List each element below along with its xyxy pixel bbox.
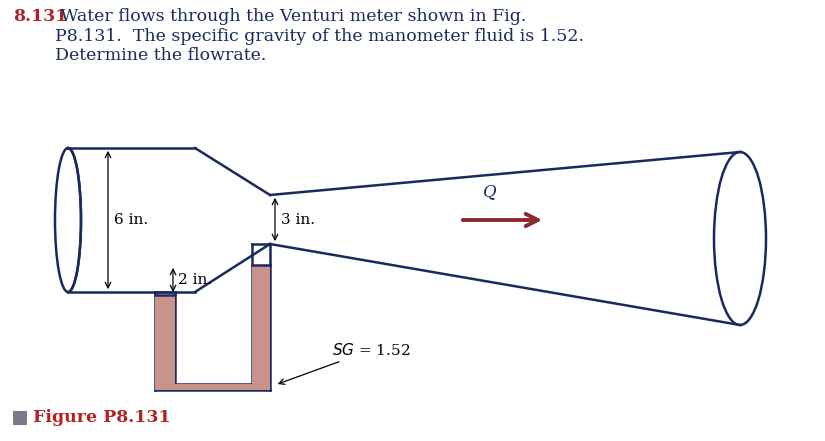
Bar [155, 295, 175, 390]
Text: Water flows through the Venturi meter shown in Fig.
P8.131.  The specific gravit: Water flows through the Venturi meter sh… [55, 8, 584, 64]
Text: 2 in.: 2 in. [178, 273, 212, 287]
Text: 8.131: 8.131 [13, 8, 68, 25]
Text: 3 in.: 3 in. [281, 213, 315, 227]
Text: $SG$ = 1.52: $SG$ = 1.52 [279, 342, 411, 384]
Bar [252, 265, 270, 390]
Bar [13, 411, 27, 425]
Text: Figure P8.131: Figure P8.131 [33, 410, 171, 426]
Text: 6 in.: 6 in. [114, 213, 148, 227]
Text: Q: Q [483, 183, 497, 200]
Bar [155, 384, 270, 390]
